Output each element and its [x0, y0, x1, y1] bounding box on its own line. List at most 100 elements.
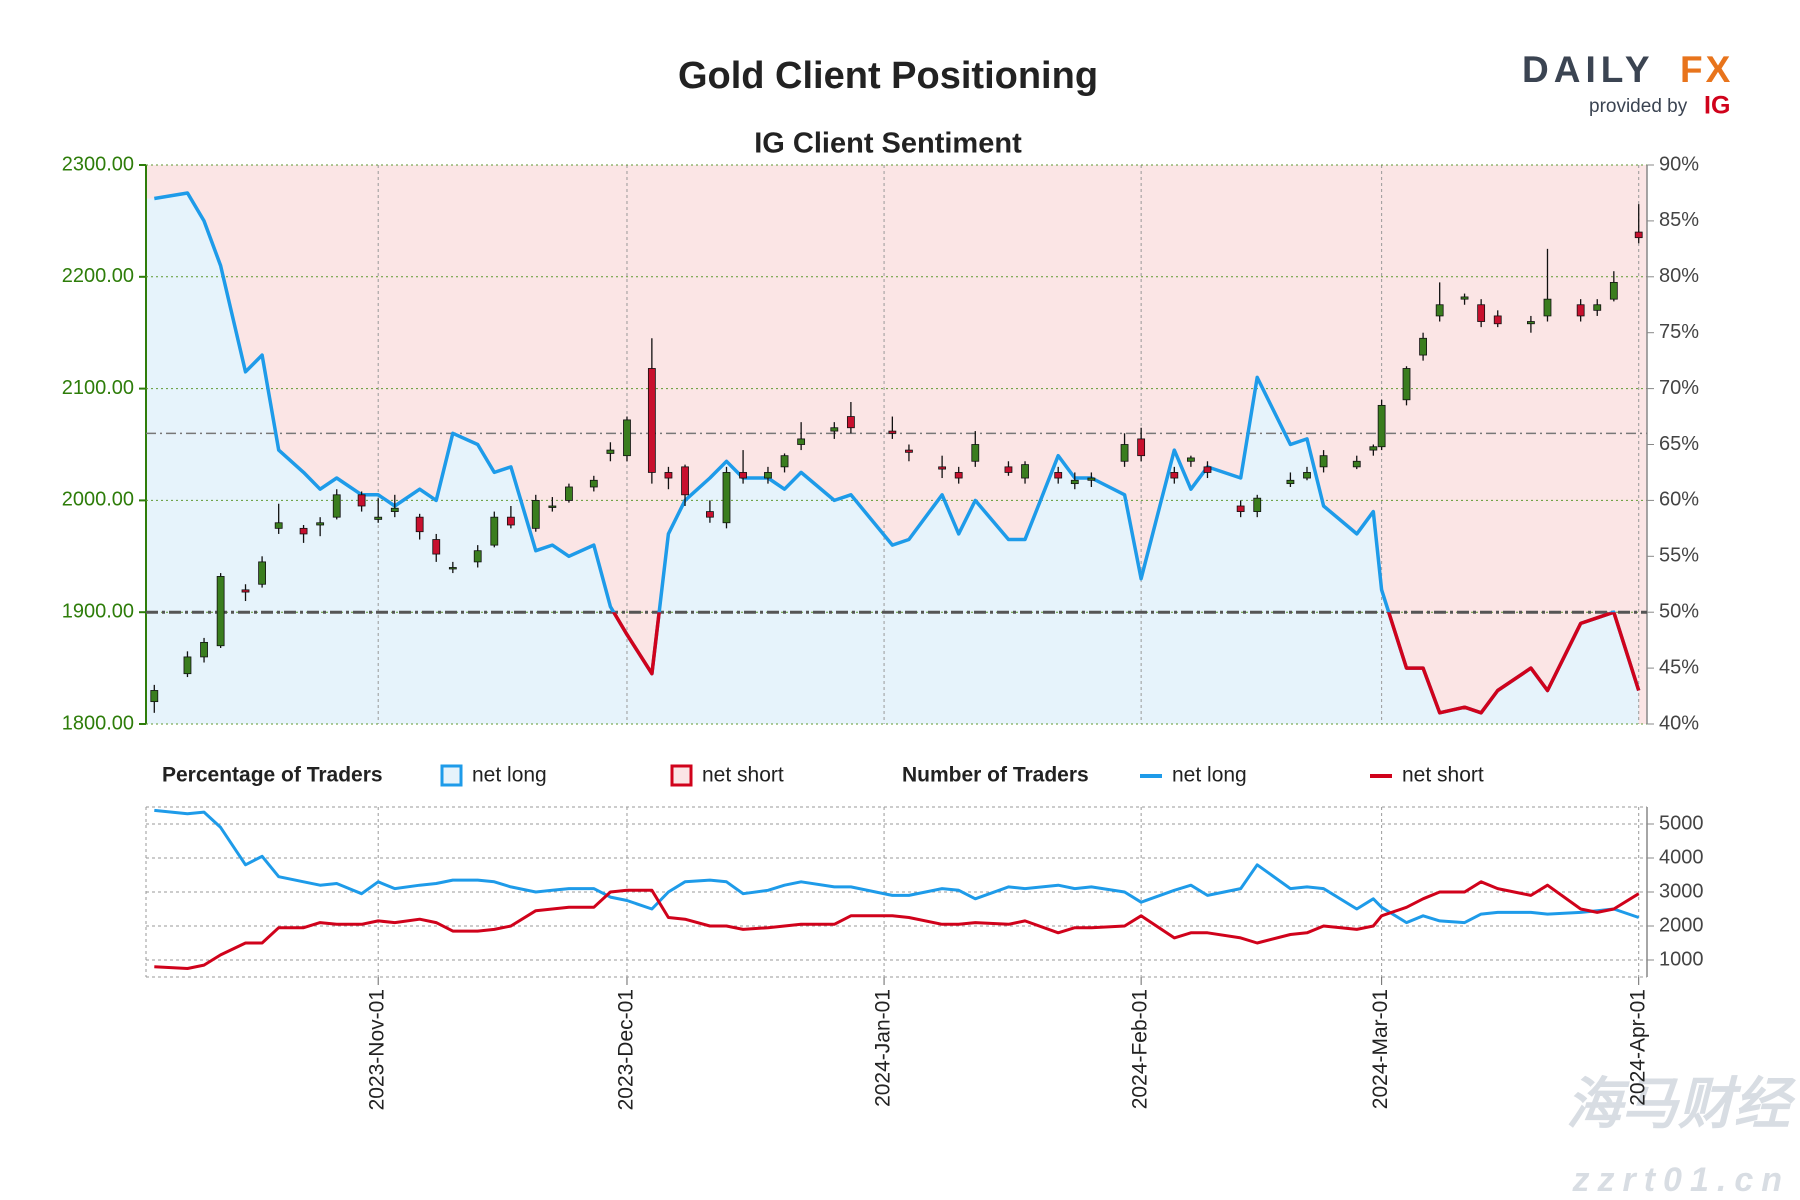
y2-tick-label: 70%: [1659, 377, 1699, 399]
candle-body: [150, 690, 159, 703]
candle-body: [473, 550, 482, 563]
y2-tick-label: 60%: [1659, 489, 1699, 511]
candle-body: [589, 479, 598, 488]
candle-body: [797, 438, 806, 445]
candle-body: [1477, 304, 1486, 322]
candle-body: [830, 427, 839, 432]
candle-body: [664, 472, 673, 479]
candle-body: [1021, 464, 1029, 479]
candle-body: [1435, 304, 1444, 317]
lower-y-tick-label: 4000: [1659, 846, 1704, 868]
y2-tick-label: 55%: [1659, 545, 1699, 567]
candle-body: [1137, 438, 1146, 457]
candle-body: [1543, 298, 1552, 317]
trader-count-line: [154, 808, 1640, 925]
candle-body: [183, 656, 192, 675]
y2-tick-label: 45%: [1659, 656, 1699, 678]
lower-y-tick-label: 1000: [1659, 948, 1704, 970]
candle-body: [888, 430, 897, 434]
candle-body: [1593, 304, 1602, 311]
candle-body: [490, 516, 499, 546]
candle-body: [374, 516, 383, 520]
lower-y-tick-label: 3000: [1659, 880, 1704, 902]
candle-body: [1070, 479, 1079, 485]
candle-body: [216, 576, 225, 647]
candle-body: [1186, 457, 1195, 462]
candle-body: [647, 368, 656, 473]
candle-body: [681, 466, 689, 496]
y2-tick-label: 90%: [1659, 153, 1699, 175]
candle-body: [357, 494, 366, 507]
x-tick-label: 2024-Mar-01: [1369, 989, 1392, 1109]
y2-tick-label: 85%: [1659, 209, 1699, 231]
candle-body: [1004, 466, 1013, 473]
logo-fx: FX: [1680, 49, 1733, 90]
candle-body: [415, 516, 424, 533]
candle-body: [739, 472, 747, 479]
x-tick-label: 2024-Apr-01: [1626, 989, 1649, 1106]
x-tick-label: 2024-Feb-01: [1129, 989, 1152, 1109]
candle-body: [1634, 231, 1643, 239]
candle-body: [274, 522, 283, 529]
candle-body: [200, 641, 208, 658]
candle-body: [258, 561, 266, 585]
candle-body: [623, 419, 631, 457]
candle-body: [531, 499, 540, 529]
candle-body: [1303, 472, 1311, 479]
candle-body: [390, 507, 399, 512]
legend-label: net long: [472, 764, 547, 787]
y2-tick-label: 40%: [1659, 712, 1699, 734]
legend-label: net short: [702, 764, 784, 787]
candle-body: [846, 416, 855, 429]
candle-body: [905, 449, 913, 453]
candle-body: [780, 455, 789, 468]
logo-provided-by: provided by: [1589, 96, 1688, 117]
y-tick-label: 2300.00: [62, 153, 134, 175]
candle-body: [432, 539, 441, 555]
y-tick-label: 2200.00: [62, 265, 134, 287]
chart-title: Gold Client Positioning: [678, 55, 1098, 97]
sentiment-area: [146, 193, 1647, 724]
watermark-name: 海马财经: [1566, 1072, 1796, 1137]
candle-body: [1054, 472, 1063, 479]
y2-tick-label: 50%: [1659, 600, 1699, 622]
candle-body: [1609, 281, 1618, 300]
lower-y-tick-label: 2000: [1659, 914, 1704, 936]
candle-body: [1253, 497, 1262, 512]
y2-tick-label: 65%: [1659, 433, 1699, 455]
legend-swatch: [440, 764, 463, 787]
candle-body: [1419, 337, 1427, 356]
candle-body: [1170, 472, 1179, 479]
candle-body: [764, 472, 772, 479]
candle-body: [1352, 460, 1361, 468]
trader-count-line: [154, 880, 1640, 970]
legend-swatch: [670, 764, 693, 787]
candle-body: [506, 516, 515, 526]
candle-body: [1120, 444, 1129, 462]
y-tick-label: 1900.00: [62, 600, 134, 622]
y2-tick-label: 75%: [1659, 321, 1699, 343]
chart-subtitle: IG Client Sentiment: [754, 128, 1022, 160]
legend-title: Percentage of Traders: [162, 764, 383, 787]
legend-label: net short: [1402, 764, 1484, 787]
y-tick-label: 2000.00: [62, 489, 134, 511]
watermark-url: zzrt01.cn: [1572, 1161, 1791, 1199]
candle-body: [722, 472, 731, 524]
candle-body: [332, 494, 341, 518]
candle-body: [1402, 368, 1411, 401]
y-tick-label: 2100.00: [62, 377, 134, 399]
candle-body: [316, 522, 325, 526]
candle-body: [954, 472, 963, 479]
legend-label: net long: [1172, 764, 1247, 787]
candle-body: [1286, 479, 1295, 485]
candle-body: [1369, 446, 1378, 451]
candle-body: [1236, 505, 1245, 512]
candle-body: [1377, 404, 1386, 448]
candle-body: [241, 589, 250, 593]
candle-body: [1527, 321, 1535, 325]
candle-body: [1460, 296, 1469, 300]
y-tick-label: 1800.00: [62, 712, 134, 734]
x-tick-label: 2023-Dec-01: [615, 989, 638, 1110]
candle-body: [1087, 477, 1096, 481]
